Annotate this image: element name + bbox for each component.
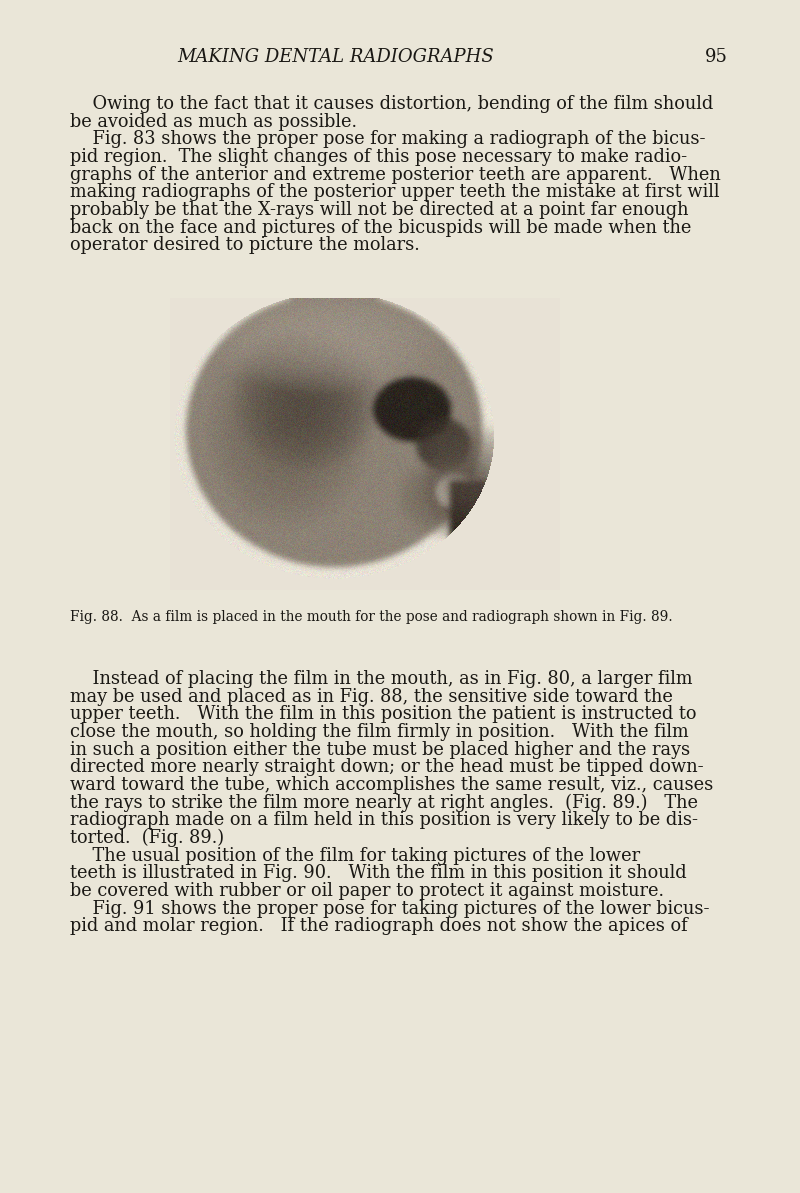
Text: be avoided as much as possible.: be avoided as much as possible. [70,112,357,131]
Text: 95: 95 [705,48,727,66]
Text: may be used and placed as in Fig. 88, the sensitive side toward the: may be used and placed as in Fig. 88, th… [70,687,673,706]
Text: graphs of the anterior and extreme posterior teeth are apparent.   When: graphs of the anterior and extreme poste… [70,166,721,184]
Text: operator desired to picture the molars.: operator desired to picture the molars. [70,236,420,254]
Text: directed more nearly straight down; or the head must be tipped down-: directed more nearly straight down; or t… [70,759,704,777]
Text: pid and molar region.   If the radiograph does not show the apices of: pid and molar region. If the radiograph … [70,917,688,935]
Text: making radiographs of the posterior upper teeth the mistake at first will: making radiographs of the posterior uppe… [70,184,719,202]
Text: close the mouth, so holding the film firmly in position.   With the film: close the mouth, so holding the film fir… [70,723,689,741]
Text: Owing to the fact that it causes distortion, bending of the film should: Owing to the fact that it causes distort… [70,95,714,113]
Text: the rays to strike the film more nearly at right angles.  (Fig. 89.)   The: the rays to strike the film more nearly … [70,793,698,812]
Text: pid region.  The slight changes of this pose necessary to make radio-: pid region. The slight changes of this p… [70,148,687,166]
Text: radiograph made on a film held in this position is very likely to be dis-: radiograph made on a film held in this p… [70,811,698,829]
Text: Instead of placing the film in the mouth, as in Fig. 80, a larger film: Instead of placing the film in the mouth… [70,670,693,688]
Text: The usual position of the film for taking pictures of the lower: The usual position of the film for takin… [70,847,640,865]
Text: probably be that the X-rays will not be directed at a point far enough: probably be that the X-rays will not be … [70,200,689,220]
Text: MAKING DENTAL RADIOGRAPHS: MAKING DENTAL RADIOGRAPHS [178,48,494,66]
Text: Fig. 88.  As a film is placed in the mouth for the pose and radiograph shown in : Fig. 88. As a film is placed in the mout… [70,610,673,624]
Text: ward toward the tube, which accomplishes the same result, viz., causes: ward toward the tube, which accomplishes… [70,775,714,795]
Text: Fig. 83 shows the proper pose for making a radiograph of the bicus-: Fig. 83 shows the proper pose for making… [70,130,706,148]
Text: Fig. 91 shows the proper pose for taking pictures of the lower bicus-: Fig. 91 shows the proper pose for taking… [70,900,710,917]
Text: torted.  (Fig. 89.): torted. (Fig. 89.) [70,829,224,847]
Text: be covered with rubber or oil paper to protect it against moisture.: be covered with rubber or oil paper to p… [70,882,664,900]
Text: upper teeth.   With the film in this position the patient is instructed to: upper teeth. With the film in this posit… [70,705,697,723]
Text: back on the face and pictures of the bicuspids will be made when the: back on the face and pictures of the bic… [70,218,691,236]
Text: teeth is illustrated in Fig. 90.   With the film in this position it should: teeth is illustrated in Fig. 90. With th… [70,864,686,883]
Text: in such a position either the tube must be placed higher and the rays: in such a position either the tube must … [70,741,690,759]
